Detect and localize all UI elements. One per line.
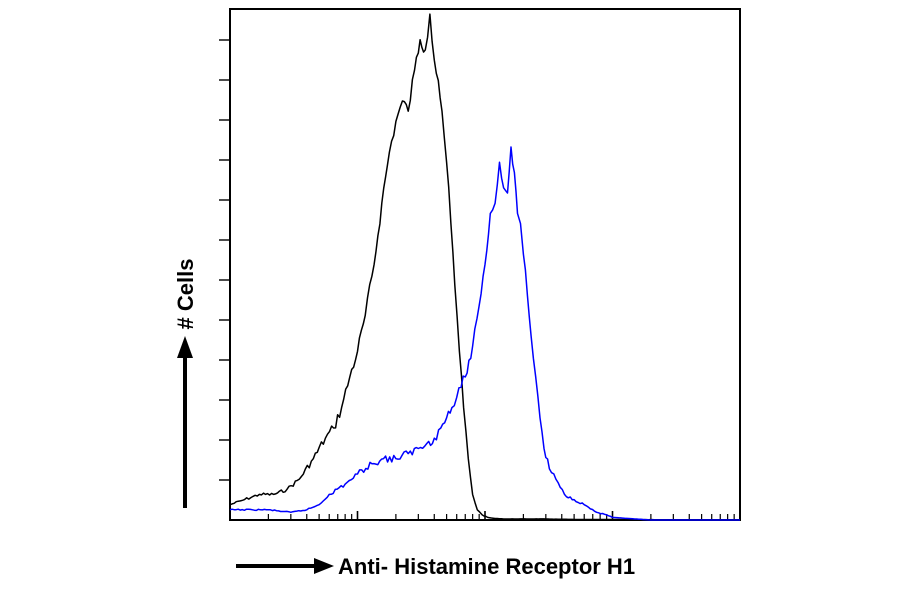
y-axis-arrow-icon [177, 336, 193, 358]
histogram-series-2 [229, 146, 740, 521]
y-axis-ticks [219, 39, 230, 481]
x-axis-arrow-icon [314, 558, 334, 574]
series-layer [229, 13, 740, 521]
x-axis-label: Anti- Histamine Receptor H1 [338, 554, 635, 579]
x-axis-ticks [229, 511, 741, 520]
y-axis-label: # Cells [173, 259, 198, 330]
